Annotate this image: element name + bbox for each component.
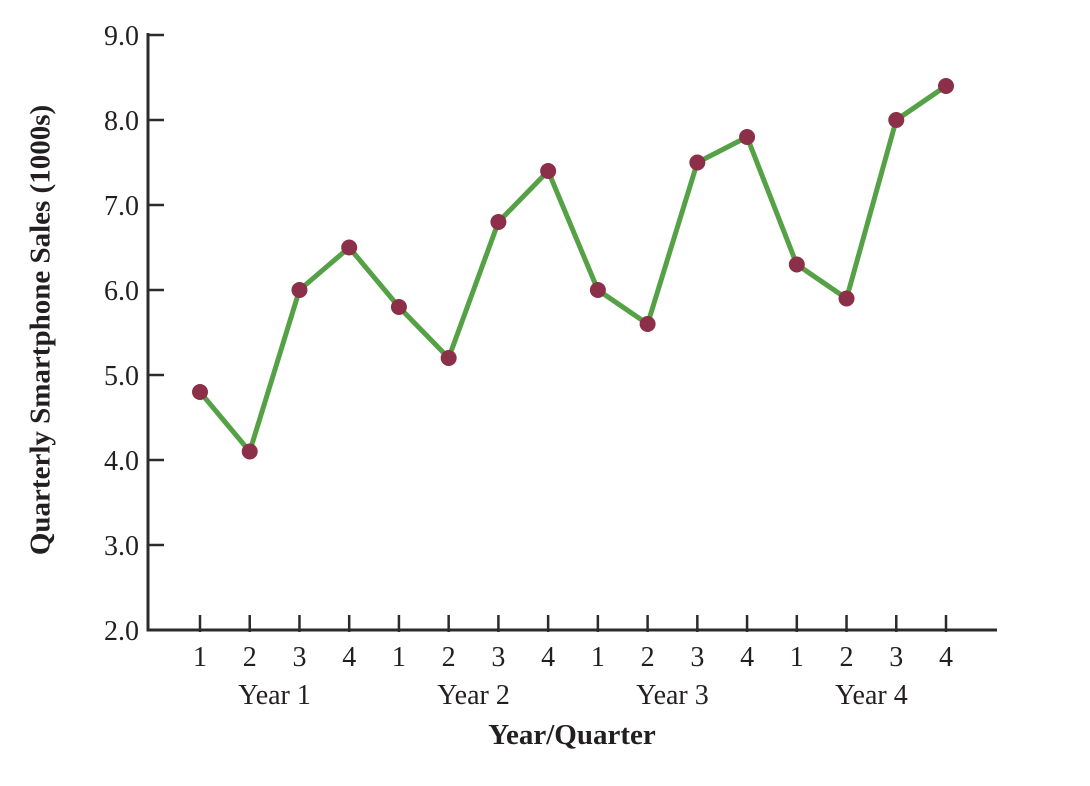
data-point [440,350,457,366]
year-label: Year 1 [238,680,311,711]
data-point [589,282,606,298]
y-tick-label: 3.0 [104,531,139,562]
data-point [192,384,208,400]
y-tick-label: 2.0 [104,616,139,647]
data-point [639,316,656,332]
quarter-label: 2 [840,642,854,673]
quarter-label: 4 [541,642,555,673]
quarter-label: 1 [193,642,207,673]
quarter-label: 4 [939,642,953,673]
data-point [788,256,805,273]
data-point [938,78,954,94]
data-point [490,214,507,230]
quarter-label: 3 [690,642,704,673]
data-point [241,443,258,460]
quarter-label: 2 [442,642,456,673]
data-point [838,290,855,307]
y-axis-title: Quarterly Smartphone Sales (1000s) [24,104,57,556]
data-point [888,112,905,128]
y-tick-label: 7.0 [104,191,139,222]
quarter-label: 1 [591,642,605,673]
data-point [341,239,358,256]
quarter-label: 4 [740,642,754,673]
year-label: Year 3 [636,680,709,711]
y-tick-label: 4.0 [104,446,139,477]
data-point [689,154,706,171]
quarter-label: 2 [641,642,655,673]
data-point [739,129,756,145]
quarter-label: 2 [243,642,257,673]
quarter-label: 3 [292,642,306,673]
quarter-label: 4 [342,642,356,673]
sales-line [197,83,949,454]
year-label: Year 4 [835,680,908,711]
y-tick-label: 6.0 [104,276,139,307]
y-tick-label: 8.0 [104,106,139,137]
y-tick-label: 5.0 [104,361,139,392]
quarter-label: 1 [392,642,406,673]
data-point [540,163,557,179]
data-point [291,282,308,298]
year-label: Year 2 [437,680,510,711]
quarter-label: 3 [889,642,903,673]
quarter-label: 1 [790,642,804,673]
x-axis-title: Year/Quarter [488,719,656,751]
data-point [390,299,407,315]
quarter-label: 3 [491,642,505,673]
y-tick-label: 9.0 [104,21,139,52]
